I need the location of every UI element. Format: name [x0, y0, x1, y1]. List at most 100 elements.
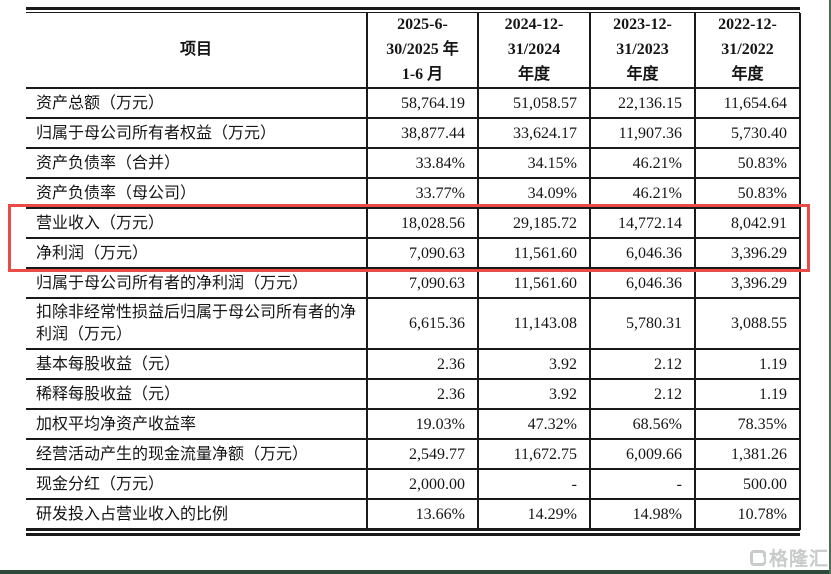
header-line: 31/2022	[721, 40, 774, 58]
row-value: 8,042.91	[694, 208, 801, 240]
row-value: -	[589, 469, 695, 501]
row-value: 11,143.08	[477, 298, 590, 351]
row-value: 2,549.77	[366, 439, 478, 471]
table-row: 营业收入（万元） 18,028.56 29,185.72 14,772.14 8…	[26, 208, 801, 240]
row-label: 经营活动产生的现金流量净额（万元）	[26, 439, 367, 471]
row-value: 11,561.60	[477, 238, 590, 270]
financial-table-wrap: 项目 2025-6- 30/2025 年 1-6 月 2024-12- 31/2…	[26, 7, 801, 537]
row-value: 11,654.64	[694, 88, 801, 120]
header-item-column: 项目	[26, 13, 367, 90]
row-label: 现金分红（万元）	[26, 469, 367, 501]
header-period-2024: 2024-12- 31/2024 年度	[477, 13, 590, 90]
row-label: 归属于母公司所有者的净利润（万元）	[26, 268, 367, 300]
row-label: 稀释每股收益（元）	[26, 379, 367, 411]
header-row: 项目 2025-6- 30/2025 年 1-6 月 2024-12- 31/2…	[26, 13, 801, 90]
row-value: 1.19	[694, 379, 801, 411]
row-label: 资产负债率（合并）	[26, 148, 367, 180]
row-value: 58,764.19	[366, 88, 478, 120]
row-label: 归属于母公司所有者权益（万元）	[26, 118, 367, 150]
table-row: 归属于母公司所有者的净利润（万元） 7,090.63 11,561.60 6,0…	[26, 268, 801, 300]
table-row: 研发投入占营业收入的比例 13.66% 14.29% 14.98% 10.78%	[26, 499, 801, 531]
financial-summary-table: 项目 2025-6- 30/2025 年 1-6 月 2024-12- 31/2…	[26, 13, 801, 531]
table-row: 经营活动产生的现金流量净额（万元） 2,549.77 11,672.75 6,0…	[26, 439, 801, 471]
row-value: 3,396.29	[694, 238, 801, 270]
row-value: 50.83%	[694, 148, 801, 180]
row-value: 3.92	[477, 379, 590, 411]
row-value: 68.56%	[589, 409, 695, 441]
row-value: 6,009.66	[589, 439, 695, 471]
row-value: 46.21%	[589, 148, 695, 180]
header-period-2022: 2022-12- 31/2022 年度	[694, 13, 801, 90]
row-value: 6,615.36	[366, 298, 478, 351]
row-label: 净利润（万元）	[26, 238, 367, 270]
row-value: 5,730.40	[694, 118, 801, 150]
row-value: 14.29%	[477, 499, 590, 531]
right-edge-line	[829, 0, 831, 574]
row-label: 研发投入占营业收入的比例	[26, 499, 367, 531]
header-line: 年度	[517, 65, 550, 83]
watermark-text: 格隆汇	[768, 549, 829, 570]
row-value: 34.15%	[477, 148, 590, 180]
row-value: 6,046.36	[589, 238, 695, 270]
row-label: 基本每股收益（元）	[26, 349, 367, 381]
header-period-2023: 2023-12- 31/2023 年度	[589, 13, 695, 90]
row-value: 6,046.36	[589, 268, 695, 300]
header-line: 2024-12-	[504, 16, 564, 33]
table-row: 加权平均净资产收益率 19.03% 47.32% 68.56% 78.35%	[26, 409, 801, 441]
row-value: 18,028.56	[366, 208, 478, 240]
header-line: 2023-12-	[613, 16, 672, 33]
row-value: 13.66%	[366, 499, 478, 531]
row-value: 2.12	[589, 349, 695, 381]
row-label: 资产负债率（母公司）	[26, 178, 367, 210]
header-line: 31/2024	[507, 40, 561, 58]
table-top-double-rule	[26, 7, 800, 13]
header-line: 1-6 月	[401, 65, 444, 83]
row-value: 47.32%	[477, 409, 590, 441]
row-value: 2.36	[366, 349, 478, 381]
row-value: 50.83%	[694, 178, 801, 210]
header-line: 2022-12-	[718, 16, 777, 33]
row-value: 2.36	[366, 379, 478, 411]
row-value: 38,877.44	[366, 118, 478, 150]
row-value: 34.09%	[477, 178, 590, 210]
table-row: 现金分红（万元） 2,000.00 - - 500.00	[26, 469, 801, 501]
row-value: 14.98%	[589, 499, 695, 531]
row-value: 2.12	[589, 379, 695, 411]
watermark: 格隆汇	[749, 544, 829, 571]
table-row: 基本每股收益（元） 2.36 3.92 2.12 1.19	[26, 349, 801, 381]
row-value: 33,624.17	[477, 118, 590, 150]
table-row: 资产负债率（合并） 33.84% 34.15% 46.21% 50.83%	[26, 148, 801, 180]
table-row: 扣除非经常性损益后归属于母公司所有者的净利润（万元） 6,615.36 11,1…	[26, 298, 801, 351]
row-label: 营业收入（万元）	[26, 208, 367, 240]
table-row: 资产总额（万元） 58,764.19 51,058.57 22,136.15 1…	[26, 88, 801, 120]
row-value: 2,000.00	[366, 469, 478, 501]
row-value: 33.77%	[366, 178, 478, 210]
row-value: 78.35%	[694, 409, 801, 441]
table-bottom-double-rule	[26, 530, 800, 537]
row-value: -	[477, 469, 590, 501]
header-line: 31/2023	[616, 40, 669, 58]
row-label: 加权平均净资产收益率	[26, 409, 367, 441]
header-line: 30/2025 年	[386, 40, 459, 58]
header-period-2025: 2025-6- 30/2025 年 1-6 月	[366, 13, 478, 90]
header-line: 年度	[731, 65, 764, 83]
row-value: 29,185.72	[477, 208, 590, 240]
row-value: 51,058.57	[477, 88, 590, 120]
row-value: 1.19	[694, 349, 801, 381]
row-value: 11,672.75	[477, 439, 590, 471]
row-value: 500.00	[694, 469, 801, 501]
row-value: 14,772.14	[589, 208, 695, 240]
row-value: 1,381.26	[694, 439, 801, 471]
row-value: 46.21%	[589, 178, 695, 210]
table-row: 归属于母公司所有者权益（万元） 38,877.44 33,624.17 11,9…	[26, 118, 801, 150]
row-value: 22,136.15	[589, 88, 695, 120]
gelonghui-logo-icon	[749, 549, 766, 566]
header-line: 2025-6-	[397, 16, 448, 33]
row-value: 11,561.60	[477, 268, 590, 300]
header-line: 年度	[626, 65, 659, 83]
bottom-edge-bar	[0, 570, 831, 574]
row-value: 3,088.55	[694, 298, 801, 351]
row-value: 7,090.63	[366, 238, 478, 270]
row-value: 3.92	[477, 349, 590, 381]
